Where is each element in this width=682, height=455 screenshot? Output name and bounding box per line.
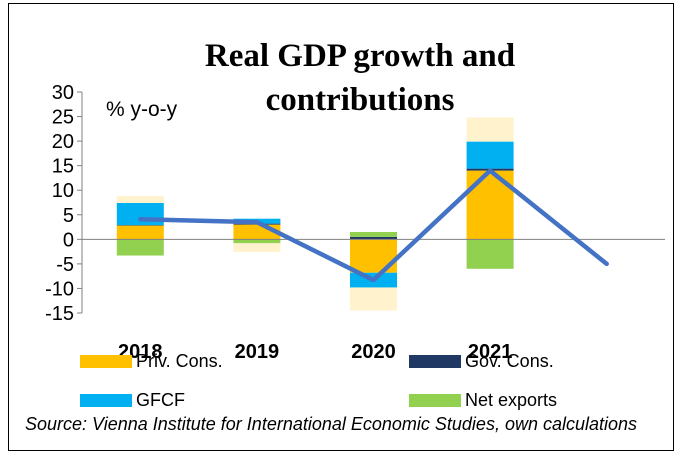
bar-segment: [116, 225, 164, 240]
legend-item-gfcf: GFCF: [80, 390, 185, 410]
legend-label-priv-cons: Priv. Cons.: [136, 350, 223, 371]
y-tick-label: -15: [45, 303, 74, 325]
legend-item-gov-cons: Gov. Cons.: [409, 351, 554, 371]
bar-segment: [233, 243, 281, 253]
y-tick-label: 25: [52, 107, 74, 129]
chart-title: Real GDP growth and contributions: [204, 38, 516, 118]
legend-label-gov-cons: Gov. Cons.: [465, 350, 554, 371]
y-tick-label: 0: [63, 229, 74, 251]
y-tick-label: -10: [45, 278, 74, 300]
bar-segment: [350, 231, 397, 237]
legend-swatch-gov-cons: [409, 354, 461, 368]
legend-label-gfcf: GFCF: [136, 389, 185, 410]
bar-segment: [466, 117, 514, 142]
x-category-label: 2020: [351, 341, 396, 363]
bar-segment: [466, 141, 514, 169]
legend-swatch-priv-cons: [80, 354, 132, 368]
bar-segment: [350, 236, 397, 240]
bar-segment: [116, 196, 164, 203]
legend-item-net-exports: Net exports: [409, 390, 557, 410]
y-tick-label: 30: [52, 82, 74, 104]
legend-label-net-exports: Net exports: [465, 389, 558, 410]
gdp-growth-line: [138, 168, 609, 283]
legend-swatch-net-exports: [409, 393, 461, 407]
y-tick-label: 5: [63, 205, 74, 227]
bar-segment: [233, 239, 281, 244]
bar-segment: [350, 287, 397, 311]
legend-item-priv-cons: Priv. Cons.: [80, 351, 223, 371]
y-tick-label: 15: [52, 156, 74, 178]
x-category-label: 2021: [468, 341, 513, 363]
bar-segment: [116, 239, 164, 256]
y-tick-label: -5: [56, 254, 74, 276]
legend-swatch-gfcf: [80, 393, 132, 407]
x-category-label: 2019: [235, 341, 280, 363]
source-note: Source: Vienna Institute for Internation…: [25, 414, 638, 434]
chart-frame: [8, 3, 674, 451]
y-tick-label: 10: [52, 180, 74, 202]
bar-segment: [466, 239, 514, 269]
y-tick-label: 20: [52, 131, 74, 153]
y-unit-label: % y-o-y: [106, 98, 178, 121]
